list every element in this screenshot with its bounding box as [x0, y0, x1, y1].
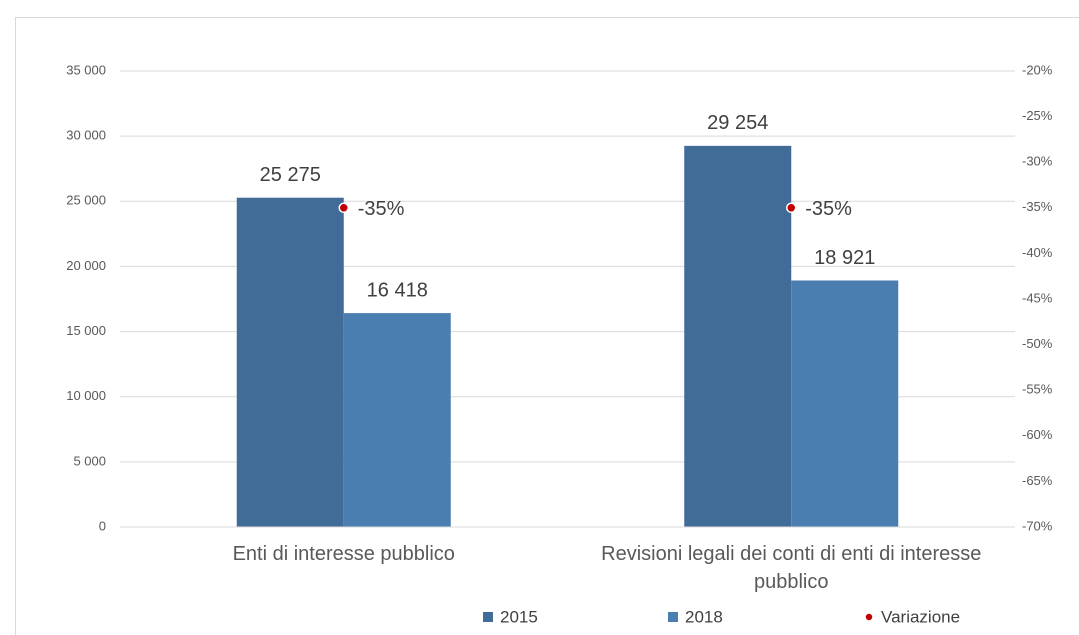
- y2-tick-label: -70%: [1022, 518, 1053, 533]
- y-tick-label: 5 000: [73, 453, 106, 468]
- y-tick-label: 25 000: [66, 193, 106, 208]
- bar: [791, 280, 899, 527]
- legend-label: 2015: [500, 607, 538, 626]
- y-tick-label: 0: [99, 518, 106, 533]
- data-label: 25 275: [260, 164, 321, 186]
- y-tick-label: 30 000: [66, 128, 106, 143]
- x-tick-label-box: Enti di interesse pubblico: [232, 543, 455, 565]
- bar: [236, 197, 344, 527]
- y2-tick-label: -40%: [1022, 245, 1053, 260]
- legend-marker: [483, 612, 493, 622]
- x-tick-label: Revisioni legali dei conti di enti di in…: [601, 543, 982, 593]
- point: [786, 202, 797, 214]
- legend-label: 2018: [685, 607, 723, 626]
- y-tick-label: 20 000: [66, 258, 106, 273]
- point: [338, 202, 349, 214]
- x-tick-label: Enti di interesse pubblico: [232, 543, 455, 565]
- legend-label: Variazione: [881, 607, 960, 626]
- y2-tick-label: -30%: [1022, 154, 1053, 169]
- y2-tick-label: -55%: [1022, 382, 1053, 397]
- y2-tick-label: -35%: [1022, 199, 1053, 214]
- data-label: 18 921: [814, 247, 875, 269]
- data-label: -35%: [805, 198, 852, 220]
- y-tick-label: 15 000: [66, 323, 106, 338]
- y2-tick-label: -25%: [1022, 108, 1053, 123]
- data-label: -35%: [358, 198, 405, 220]
- data-label: 29 254: [707, 112, 768, 134]
- y2-tick-label: -50%: [1022, 336, 1053, 351]
- bar: [684, 145, 792, 527]
- y2-tick-label: -20%: [1022, 62, 1053, 77]
- chart-frame: [15, 17, 1079, 635]
- y2-tick-label: -65%: [1022, 473, 1053, 488]
- bar: [343, 313, 451, 527]
- x-tick-label-box: Revisioni legali dei conti di enti di in…: [601, 543, 982, 593]
- legend-marker: [864, 612, 874, 622]
- y2-tick-label: -45%: [1022, 290, 1053, 305]
- y2-tick-label: -60%: [1022, 427, 1053, 442]
- legend-marker: [668, 612, 678, 622]
- y-tick-label: 35 000: [66, 62, 106, 77]
- y-tick-label: 10 000: [66, 388, 106, 403]
- data-label: 16 418: [367, 279, 428, 301]
